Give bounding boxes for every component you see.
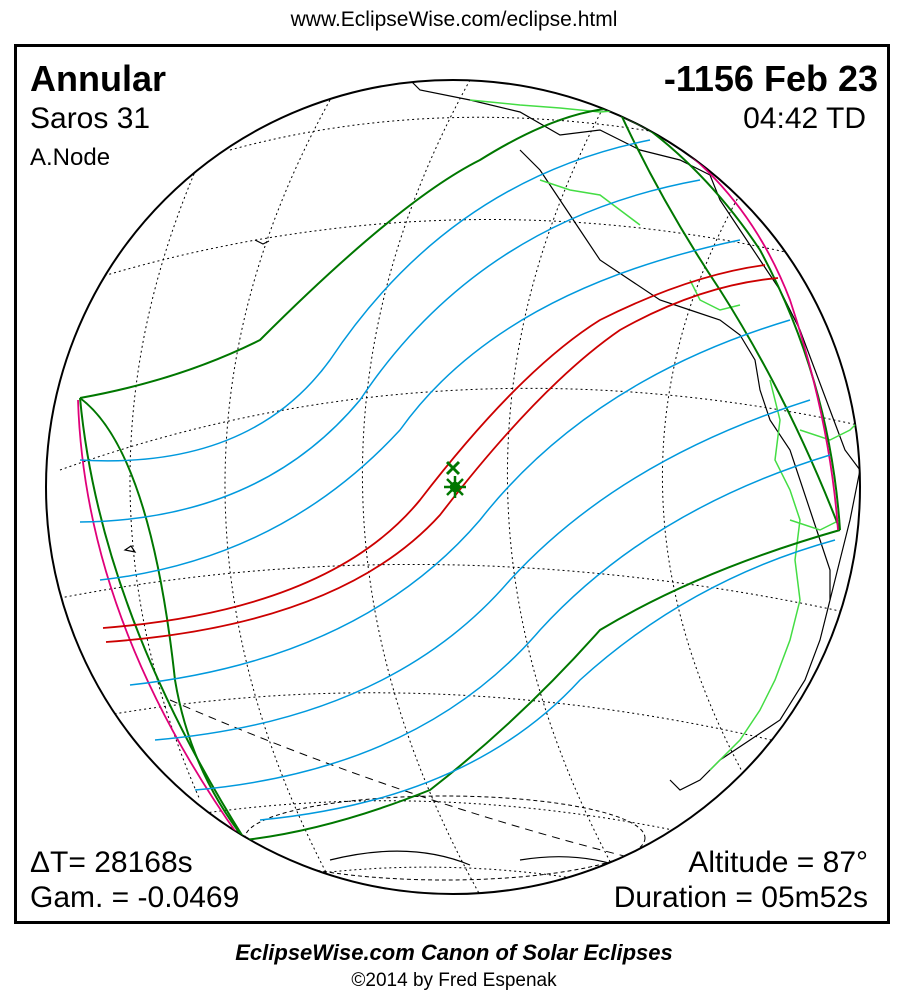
greatest-duration-marker bbox=[445, 460, 461, 476]
western-rise-inner bbox=[79, 397, 246, 841]
greatest-eclipse-marker bbox=[444, 476, 466, 498]
eastern-set-inner bbox=[617, 107, 841, 531]
saros-number: Saros 31 bbox=[30, 102, 151, 135]
altitude: Altitude = 87° bbox=[688, 846, 868, 879]
map-frame bbox=[14, 44, 890, 924]
central-path-north bbox=[102, 264, 766, 629]
central-path-south bbox=[105, 277, 779, 643]
node-label: A.Node bbox=[30, 144, 111, 171]
eastern-set-limit bbox=[617, 107, 841, 531]
northern-limit bbox=[79, 107, 619, 399]
duration: Duration = 05m52s bbox=[613, 881, 868, 914]
globe-outline bbox=[45, 79, 861, 895]
eclipse-date: -1156 Feb 23 bbox=[663, 58, 878, 99]
eclipse-type: Annular bbox=[30, 58, 167, 99]
southern-limit bbox=[244, 529, 841, 841]
footer-copyright: ©2014 by Fred Espenak bbox=[351, 970, 557, 991]
eclipse-time: 04:42 TD bbox=[743, 102, 866, 135]
source-url: www.EclipseWise.com/eclipse.html bbox=[290, 8, 618, 31]
footer-title: EclipseWise.com Canon of Solar Eclipses bbox=[235, 940, 673, 965]
penumbral-lines bbox=[79, 139, 836, 821]
gamma: Gam. = -0.0469 bbox=[30, 881, 240, 914]
landmasses bbox=[123, 80, 860, 871]
delta-t: ΔT= 28168s bbox=[30, 846, 193, 879]
western-rise-limit bbox=[79, 397, 246, 841]
central-path bbox=[102, 264, 779, 643]
outer-limit-curves bbox=[79, 107, 841, 841]
